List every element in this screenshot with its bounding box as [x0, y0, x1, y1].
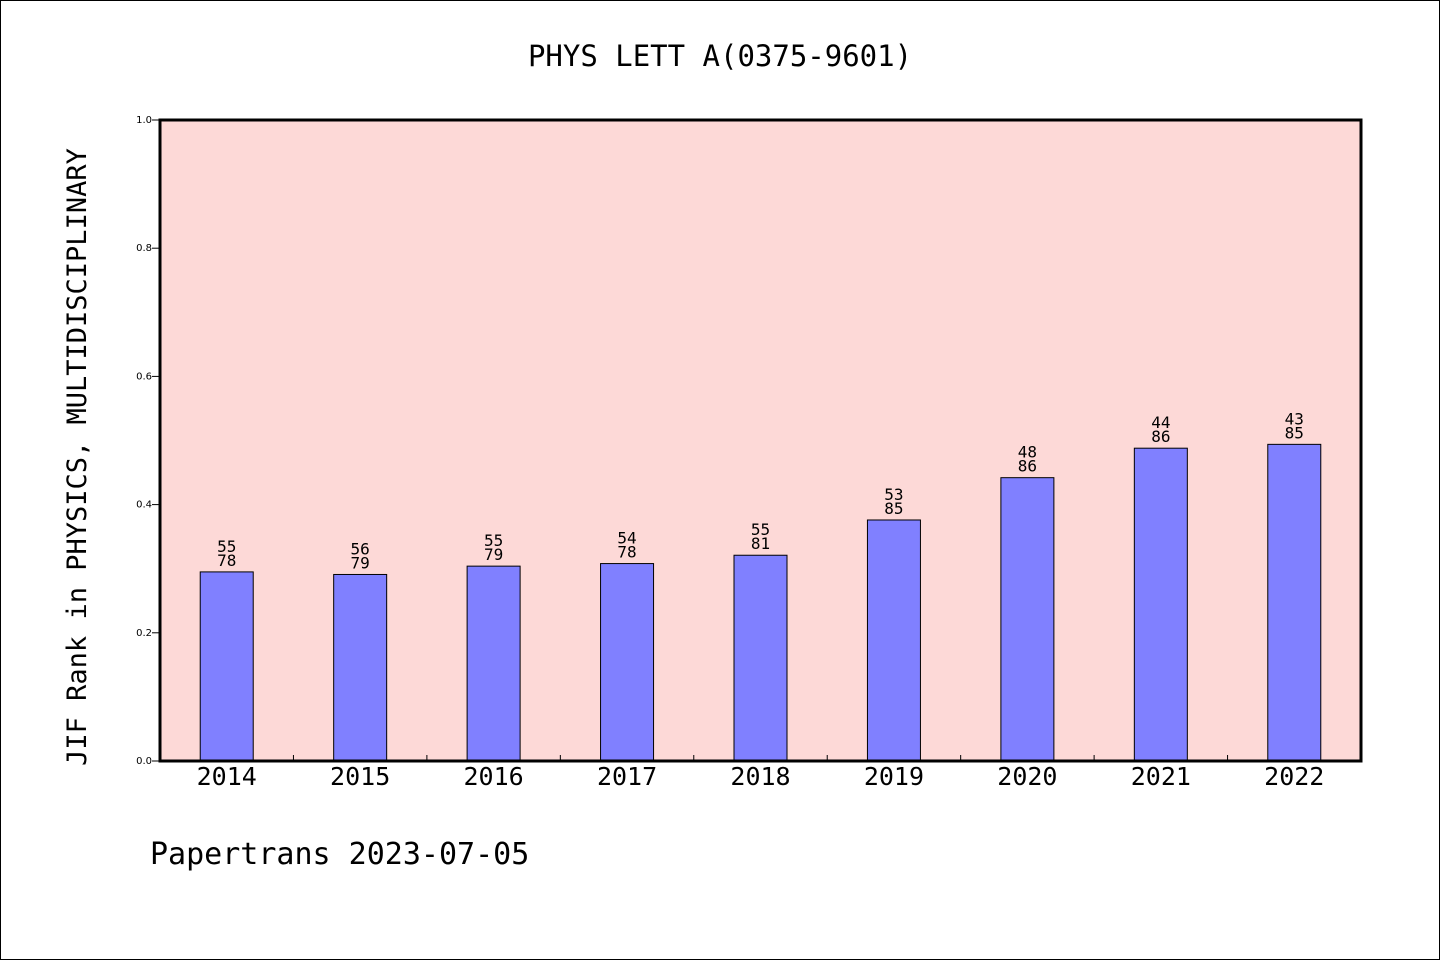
- bar-label-total: 78: [217, 551, 236, 570]
- y-tick-label: 0.6: [136, 371, 152, 382]
- bar-label-rank: 44: [1151, 413, 1170, 432]
- bar-label-total: 85: [1285, 423, 1304, 442]
- y-tick-label: 0.8: [136, 243, 152, 254]
- x-tick-label: 2016: [464, 762, 524, 791]
- bar-label-total: 86: [1151, 427, 1170, 446]
- bar-label-total: 79: [351, 553, 370, 572]
- x-tick-label: 2022: [1264, 762, 1324, 791]
- x-axis-ticks: 2014 2015 2016 2017 2018 2019 2020 2021 2022: [197, 755, 1324, 791]
- y-tick-label: 0.2: [136, 628, 152, 639]
- bar-2018: [733, 554, 788, 762]
- y-tick-label: 1.0: [136, 115, 152, 126]
- chart-title: PHYS LETT A(0375-9601): [528, 39, 912, 73]
- bar-label-rank: 54: [617, 529, 636, 548]
- bar-label-rank: 48: [1018, 443, 1037, 462]
- y-axis-ticks: 0.0 0.2 0.4 0.6 0.8 1.0: [136, 115, 160, 767]
- x-tick-label: 2021: [1131, 762, 1191, 791]
- bar-label-rank: 55: [217, 537, 236, 556]
- x-tick-label: 2019: [864, 762, 924, 791]
- bar-label-rank: 53: [884, 485, 903, 504]
- bar-2022: [1267, 443, 1322, 762]
- x-tick-label: 2018: [730, 762, 790, 791]
- bar-2014: [199, 571, 254, 762]
- bar-label-total: 79: [484, 545, 503, 564]
- y-tick-label: 0.0: [136, 756, 152, 767]
- bar-2019: [866, 519, 921, 762]
- plot-border: [158, 118, 1363, 763]
- x-tick-label: 2015: [330, 762, 390, 791]
- bar-2016: [466, 565, 521, 762]
- bar-label-total: 86: [1018, 457, 1037, 476]
- bar-2017: [600, 563, 655, 762]
- y-tick-label: 0.4: [136, 500, 152, 511]
- bar-2015: [333, 573, 388, 762]
- y-axis-label: JIF Rank in PHYSICS, MULTIDISCIPLINARY: [62, 148, 93, 766]
- bars-group: [199, 443, 1322, 762]
- footer-credit: Papertrans 2023-07-05: [150, 837, 529, 872]
- bar-2021: [1133, 447, 1188, 762]
- bar-label-total: 81: [751, 534, 770, 553]
- bar-label-rank: 43: [1285, 409, 1304, 428]
- bar-label-rank: 55: [751, 520, 770, 539]
- bar-label-total: 85: [884, 499, 903, 518]
- bar-label-total: 78: [617, 543, 636, 562]
- x-tick-label: 2020: [997, 762, 1057, 791]
- x-tick-label: 2017: [597, 762, 657, 791]
- bar-label-rank: 56: [351, 539, 370, 558]
- bar-label-rank: 55: [484, 531, 503, 550]
- bar-2020: [1000, 477, 1055, 762]
- x-tick-label: 2014: [197, 762, 257, 791]
